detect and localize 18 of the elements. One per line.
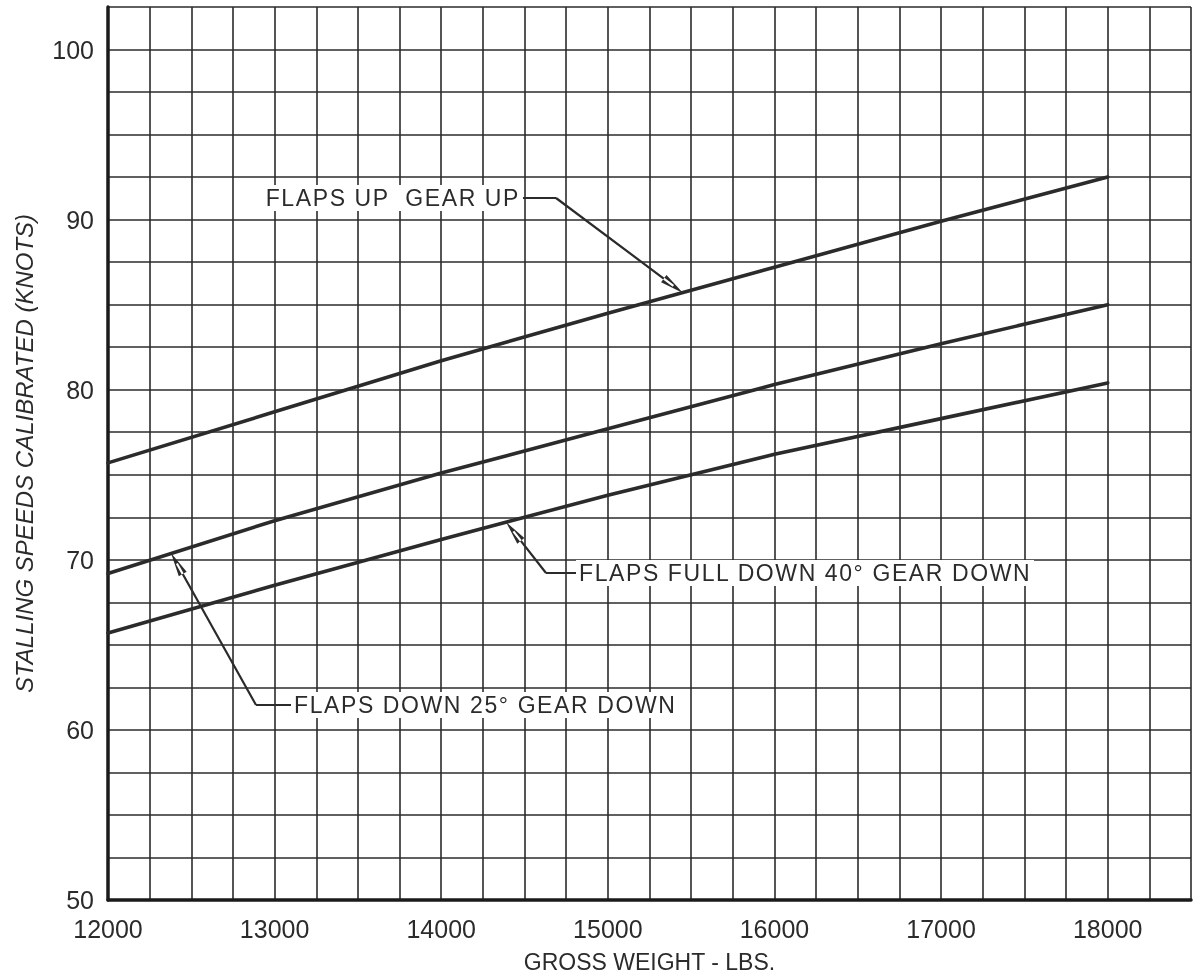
y-tick-label: 60 <box>66 715 94 744</box>
x-tick-label: 12000 <box>73 914 143 943</box>
x-tick-label: 14000 <box>406 914 476 943</box>
x-tick-label: 16000 <box>739 914 810 943</box>
x-axis-title: GROSS WEIGHT - LBS. <box>523 948 776 975</box>
y-tick-label: 50 <box>66 886 94 914</box>
x-tick-label: 13000 <box>239 914 310 943</box>
y-tick-label: 80 <box>66 375 94 404</box>
x-tick-label: 15000 <box>573 914 643 943</box>
annotation: FLAPS FULL DOWN 40° GEAR DOWN <box>576 560 1035 586</box>
x-tick-label: 18000 <box>1072 914 1143 943</box>
annotation: FLAPS DOWN 25° GEAR DOWN <box>291 692 680 718</box>
y-tick-label: 100 <box>52 35 94 64</box>
y-tick-label: 90 <box>66 205 94 234</box>
y-axis-title: STALLING SPEEDS CALIBRATED (KNOTS) <box>10 213 38 694</box>
y-tick-label: 70 <box>66 545 94 574</box>
annotation: FLAPS UP GEAR UP <box>262 185 523 211</box>
x-tick-label: 17000 <box>906 914 976 943</box>
